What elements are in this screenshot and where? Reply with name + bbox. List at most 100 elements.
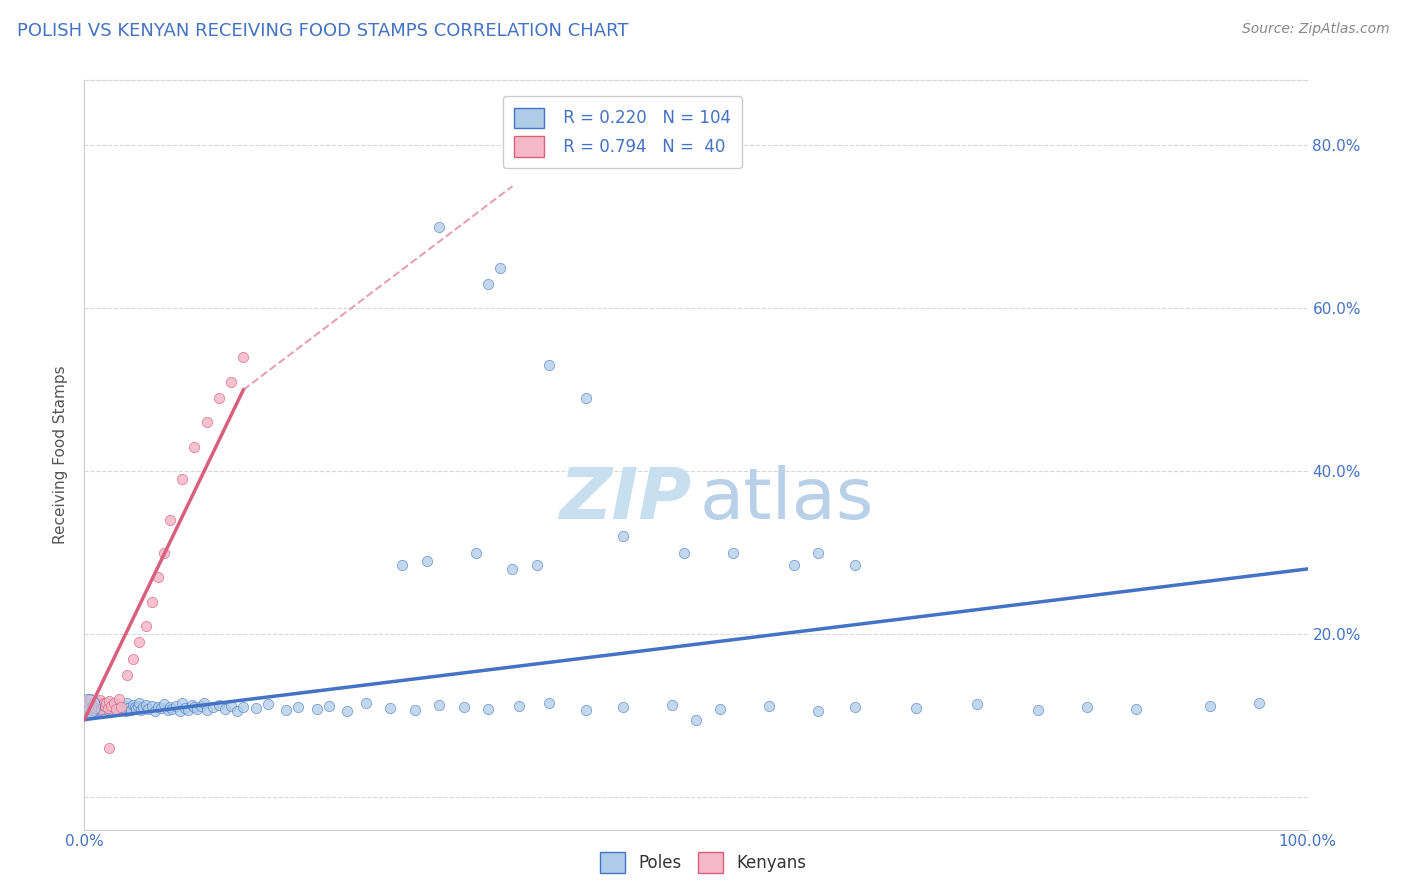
Point xyxy=(183,440,205,454)
Point xyxy=(150,701,173,715)
Point xyxy=(232,350,254,364)
Point xyxy=(98,702,121,716)
Point xyxy=(1125,702,1147,716)
Point xyxy=(226,704,249,718)
Point xyxy=(97,694,120,708)
Point xyxy=(844,699,866,714)
Point xyxy=(416,554,439,568)
Point xyxy=(159,700,181,714)
Point xyxy=(80,700,103,714)
Point xyxy=(75,694,97,708)
Point xyxy=(354,696,377,710)
Point xyxy=(105,701,128,715)
Point xyxy=(97,741,120,756)
Point xyxy=(114,698,136,713)
Text: POLISH VS KENYAN RECEIVING FOOD STAMPS CORRELATION CHART: POLISH VS KENYAN RECEIVING FOOD STAMPS C… xyxy=(17,22,628,40)
Point xyxy=(115,668,138,682)
Point xyxy=(153,697,176,711)
Point xyxy=(83,701,105,715)
Point xyxy=(124,700,146,714)
Point xyxy=(153,546,176,560)
Point xyxy=(129,703,152,717)
Point xyxy=(758,698,780,713)
Point xyxy=(1028,703,1050,717)
Point xyxy=(427,698,450,712)
Point xyxy=(502,562,524,576)
Point xyxy=(966,697,988,711)
Point xyxy=(905,701,928,715)
Point xyxy=(287,700,309,714)
Point xyxy=(404,703,426,717)
Point xyxy=(128,635,150,649)
Point xyxy=(128,696,150,710)
Point xyxy=(79,692,101,706)
Point xyxy=(162,702,184,716)
Point xyxy=(100,698,122,713)
Point xyxy=(195,415,218,429)
Point xyxy=(477,277,499,291)
Point xyxy=(193,696,215,710)
Point xyxy=(97,698,120,712)
Point xyxy=(87,695,110,709)
Point xyxy=(807,704,830,718)
Point xyxy=(132,700,155,714)
Point xyxy=(844,558,866,572)
Point xyxy=(115,704,138,718)
Point xyxy=(76,702,98,716)
Point xyxy=(125,702,148,716)
Point xyxy=(146,570,169,584)
Point xyxy=(183,700,205,714)
Point xyxy=(120,703,142,717)
Point xyxy=(219,698,242,713)
Point xyxy=(156,703,179,717)
Point xyxy=(110,700,132,714)
Point xyxy=(208,698,231,712)
Point xyxy=(93,702,115,716)
Point xyxy=(181,698,204,712)
Point xyxy=(186,702,208,716)
Point xyxy=(276,703,298,717)
Point xyxy=(165,698,187,713)
Point xyxy=(159,513,181,527)
Point xyxy=(464,546,486,560)
Point xyxy=(96,696,118,710)
Point xyxy=(104,699,127,714)
Point xyxy=(77,705,100,719)
Point xyxy=(105,702,128,716)
Legend:  R = 0.220   N = 104,  R = 0.794   N =  40: R = 0.220 N = 104, R = 0.794 N = 40 xyxy=(503,96,742,169)
Point xyxy=(305,702,328,716)
Point xyxy=(77,698,100,713)
Point xyxy=(105,697,128,711)
Point xyxy=(169,704,191,718)
Point xyxy=(122,651,145,665)
Point xyxy=(538,359,561,373)
Point xyxy=(86,697,108,711)
Point xyxy=(575,703,598,717)
Point xyxy=(232,699,254,714)
Point xyxy=(91,700,114,714)
Point xyxy=(94,698,117,713)
Point xyxy=(87,699,110,714)
Legend: Poles, Kenyans: Poles, Kenyans xyxy=(593,846,813,880)
Point xyxy=(685,713,707,727)
Point xyxy=(91,698,114,712)
Point xyxy=(391,558,413,572)
Point xyxy=(77,698,100,713)
Point xyxy=(135,619,157,633)
Point xyxy=(90,698,112,712)
Point xyxy=(807,546,830,560)
Point xyxy=(380,701,402,715)
Point xyxy=(97,703,120,717)
Point xyxy=(721,546,744,560)
Point xyxy=(538,696,561,710)
Point xyxy=(107,692,129,706)
Point xyxy=(127,698,149,713)
Point xyxy=(575,391,598,405)
Point xyxy=(245,701,267,715)
Point xyxy=(146,699,169,714)
Point xyxy=(136,702,159,716)
Point xyxy=(117,701,139,715)
Point xyxy=(90,702,112,716)
Point xyxy=(508,698,530,713)
Point xyxy=(612,529,634,543)
